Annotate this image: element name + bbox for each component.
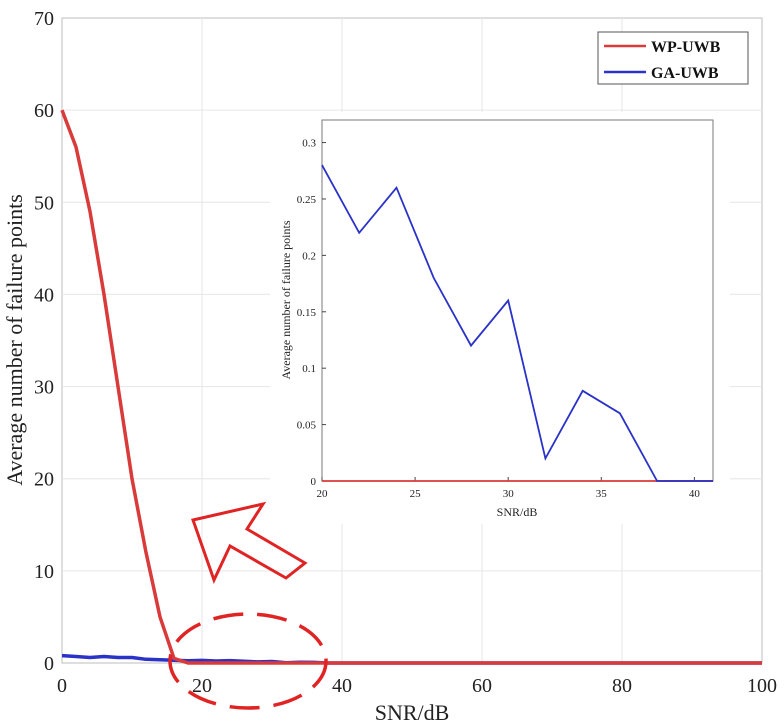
- x-tick-label: 40: [332, 675, 352, 697]
- inset-series-lines: [321, 164, 713, 482]
- y-tick-label: 20: [34, 469, 54, 491]
- y-tick-label: 0: [44, 653, 54, 675]
- x-tick-label: 0: [57, 675, 67, 697]
- inset-x-tick-label: 20: [317, 488, 329, 500]
- x-tick-label: 80: [612, 675, 632, 697]
- main-x-ticks: 0 20 40 60 80 100: [57, 675, 777, 697]
- inset-x-tick-label: 40: [689, 488, 701, 500]
- legend-label-ga-uwb: GA-UWB: [651, 65, 719, 82]
- y-tick-label: 60: [34, 100, 54, 122]
- x-tick-label: 20: [192, 675, 212, 697]
- x-tick-label: 60: [472, 675, 492, 697]
- zoom-arrow-icon: [191, 501, 308, 584]
- inset-y-tick-label: 0: [311, 476, 317, 488]
- inset-series-line-ga-uwb: [321, 164, 713, 482]
- inset-y-tick-label: 0.3: [302, 138, 316, 150]
- legend: WP-UWB GA-UWB: [597, 31, 749, 85]
- legend-label-wp-uwb: WP-UWB: [651, 39, 721, 56]
- y-tick-label: 30: [34, 377, 54, 399]
- y-tick-label: 50: [34, 192, 54, 214]
- x-tick-label: 100: [747, 675, 777, 697]
- main-y-ticks: 0 10 20 30 40 50 60 70: [34, 8, 54, 675]
- y-tick-label: 70: [34, 8, 54, 30]
- zoom-region-ellipse: [168, 612, 328, 710]
- y-tick-label: 10: [34, 561, 54, 583]
- inset-chart: 0 0.05 0.1 0.15 0.2 0.25 0.3 20 25 30 35 40 SNR/dB…: [270, 112, 730, 524]
- inset-y-tick-label: 0.05: [297, 420, 317, 432]
- y-tick-label: 40: [34, 284, 54, 306]
- inset-y-tick-label: 0.15: [297, 307, 317, 319]
- main-series-lines: [60, 109, 762, 665]
- inset-plot-area: [321, 119, 714, 482]
- inset-y-tick-label: 0.1: [302, 363, 316, 375]
- inset-y-ticks: 0 0.05 0.1 0.15 0.2 0.25 0.3: [297, 138, 326, 488]
- inset-x-tick-label: 35: [596, 488, 608, 500]
- inset-y-tick-label: 0.25: [297, 194, 317, 206]
- main-y-axis-label: Average number of failure points: [2, 194, 27, 486]
- inset-x-tick-label: 25: [410, 488, 422, 500]
- series-line-wp-uwb: [60, 109, 762, 665]
- inset-y-axis-label: Average number of failure points: [279, 220, 293, 379]
- legend-box: [597, 31, 749, 85]
- inset-x-tick-label: 30: [503, 488, 515, 500]
- main-x-axis-label: SNR/dB: [375, 700, 450, 725]
- inset-y-tick-label: 0.2: [302, 250, 316, 262]
- inset-x-axis-label: SNR/dB: [497, 505, 538, 519]
